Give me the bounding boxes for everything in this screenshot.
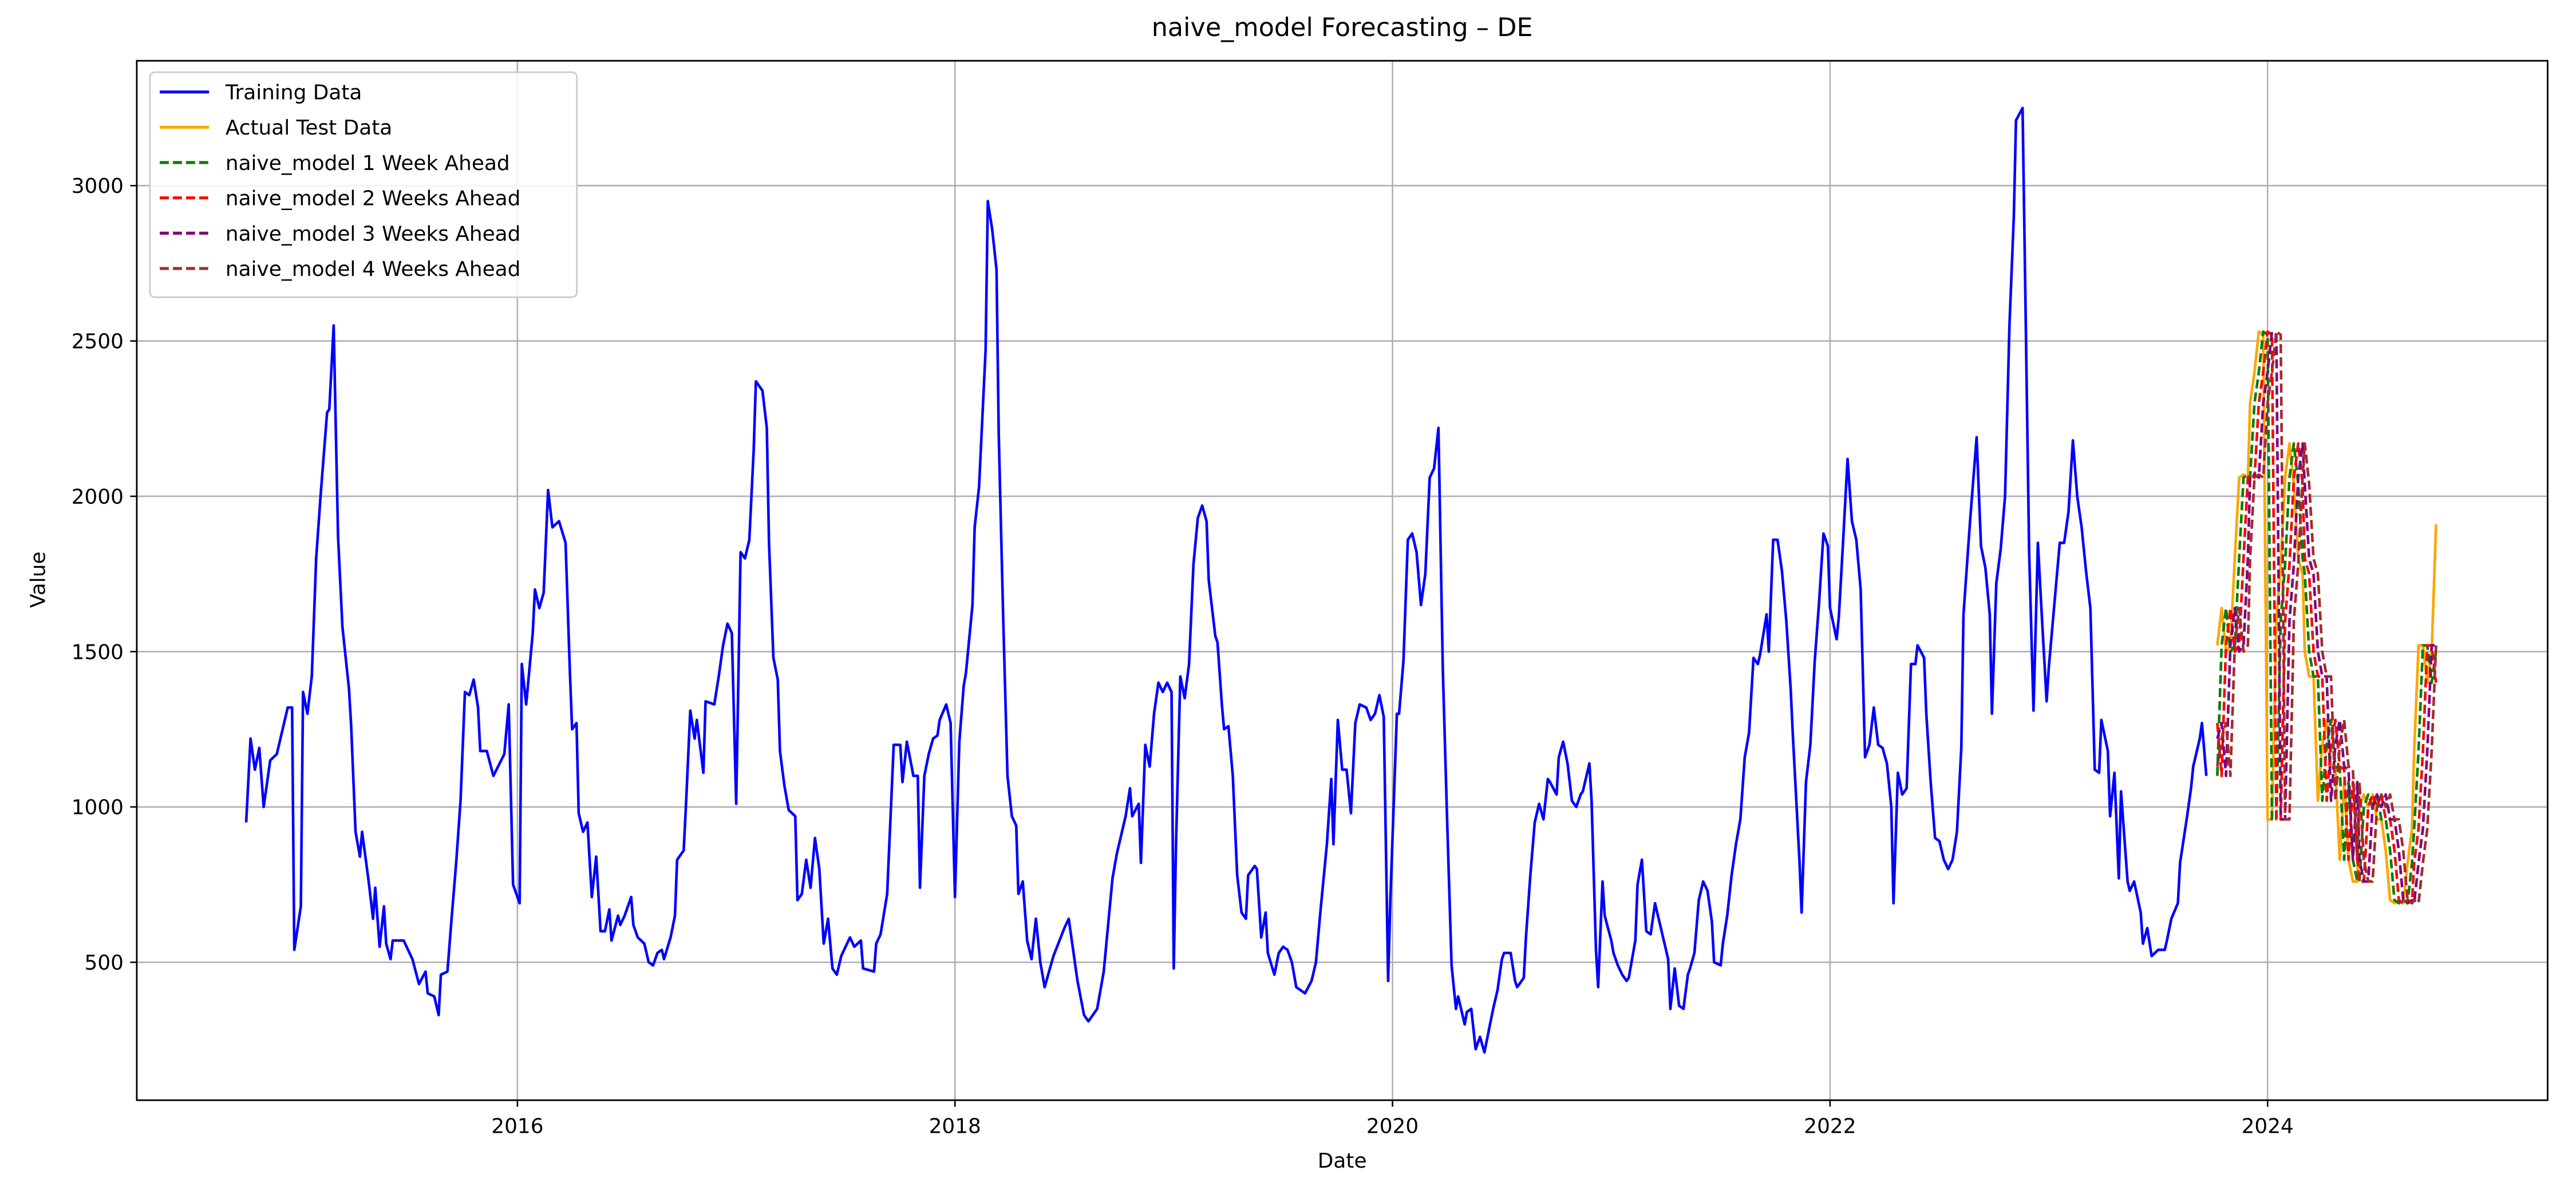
y-tick-label: 3000	[72, 175, 124, 198]
y-tick-label: 2000	[72, 485, 124, 509]
legend-label: naive_model 3 Weeks Ahead	[226, 222, 521, 246]
y-axis-label: Value	[26, 551, 50, 607]
legend-label: naive_model 1 Week Ahead	[226, 152, 510, 175]
ticks: 2016 2018 2020 2022 2024 500 1000 1500 2000 2500 3…	[72, 175, 2294, 1138]
y-tick-label: 500	[85, 951, 124, 975]
series-line	[2216, 330, 2437, 905]
x-axis-label: Date	[1318, 1149, 1367, 1173]
y-tick-label: 2500	[72, 330, 124, 354]
x-tick-label: 2018	[929, 1115, 981, 1138]
y-tick-label: 1000	[72, 796, 124, 820]
legend: Training Data Actual Test Data naive_model…	[149, 71, 578, 298]
x-tick-label: 2022	[1804, 1115, 1856, 1138]
y-tick-label: 1500	[72, 640, 124, 664]
legend-label: Actual Test Data	[226, 116, 392, 140]
legend-label: naive_model 4 Weeks Ahead	[226, 258, 521, 281]
legend-box	[149, 71, 578, 298]
series-line	[2216, 330, 2437, 905]
legend-label: Training Data	[225, 81, 362, 105]
legend-label: naive_model 2 Weeks Ahead	[226, 187, 521, 211]
x-tick-label: 2020	[1366, 1115, 1419, 1138]
x-tick-label: 2024	[2242, 1115, 2294, 1138]
chart-title: naive_model Forecasting – DE	[1152, 13, 1533, 42]
series-line	[244, 106, 2208, 1054]
plot-lines	[244, 106, 2437, 1054]
x-tick-label: 2016	[491, 1115, 543, 1138]
axes-frame	[136, 60, 2549, 1101]
